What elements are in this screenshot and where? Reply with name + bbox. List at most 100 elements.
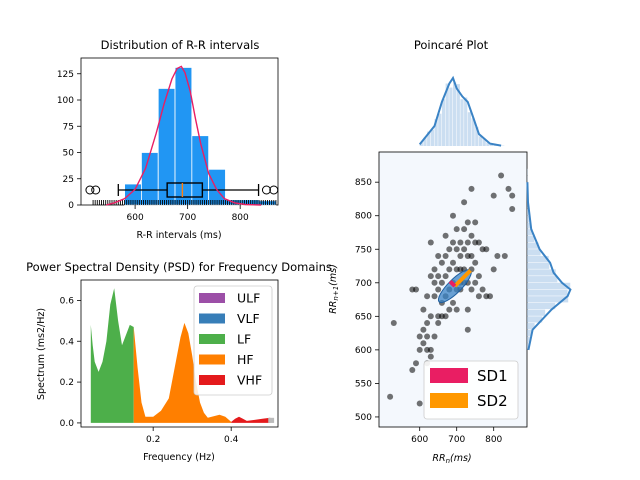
x-marginal-bar <box>456 84 460 146</box>
y-tick-label: 0.4 <box>60 337 75 347</box>
psd-legend: ULF VLF LF HF VHF <box>193 285 273 396</box>
poincare-point <box>490 266 497 273</box>
poincare-point <box>501 253 508 259</box>
sd2-axis <box>453 269 472 288</box>
x-marginal-bar <box>449 87 453 146</box>
x-marginal-bar <box>430 129 434 146</box>
x-marginal-kde <box>418 75 502 147</box>
psd-areas <box>90 288 275 423</box>
x-marginal-bar <box>490 144 494 146</box>
y-tick-label: 50 <box>63 149 75 159</box>
poincare-x-marginal <box>418 75 505 147</box>
y-marginal-bar <box>527 235 535 243</box>
poincare-point <box>416 400 423 407</box>
psd-area-hf <box>133 322 232 423</box>
legend-label-hf: HF <box>237 352 254 367</box>
x-marginal-bar <box>453 82 457 146</box>
x-marginal-bar <box>427 131 431 146</box>
x-tick-label: 700 <box>179 213 196 223</box>
poincare-point <box>464 326 471 333</box>
sd1-axis <box>448 280 457 288</box>
poincare-point <box>424 333 431 340</box>
y-marginal-bar <box>527 329 533 336</box>
legend-swatch-vlf <box>199 313 225 324</box>
y-marginal-bar <box>527 282 571 289</box>
poincare-point <box>431 279 438 286</box>
hist-bar <box>191 135 210 206</box>
poincare-point <box>464 306 471 313</box>
poincare-point <box>468 185 475 192</box>
y-marginal-bar <box>527 229 533 236</box>
poincare-point <box>427 353 434 360</box>
poincare-point <box>435 286 442 293</box>
poincare-point <box>487 293 493 300</box>
legend-label-ulf: ULF <box>237 291 260 306</box>
x-marginal-bar <box>464 97 468 146</box>
y-tick-label: 0.6 <box>60 296 75 306</box>
box-outlier <box>85 185 95 195</box>
poincare-point <box>461 199 468 206</box>
poincare-point <box>435 273 442 280</box>
poincare-point <box>427 346 434 353</box>
hist-y-ticks: 0 25 50 75 100 125 <box>57 70 81 211</box>
psd-panel: Power Spectral Density (PSD) for Frequen… <box>26 260 332 463</box>
x-marginal-bar <box>486 142 490 146</box>
poincare-y-label: RRn+1(ms) <box>328 264 340 314</box>
y-tick-label: 75 <box>63 122 74 132</box>
y-tick-label: 100 <box>57 96 74 106</box>
x-marginal-bar <box>441 99 446 146</box>
legend-swatch-hf <box>199 354 225 365</box>
poincare-point <box>409 367 416 373</box>
y-marginal-bar <box>527 302 556 310</box>
psd-area-vhf <box>231 416 271 423</box>
y-tick-label: 0 <box>68 201 74 211</box>
poincare-point <box>498 172 505 179</box>
poincare-point <box>483 246 490 253</box>
poincare-ellipse <box>437 269 472 304</box>
y-marginal-bar <box>527 269 556 276</box>
poincare-point <box>457 239 464 246</box>
legend-swatch-vhf <box>199 375 225 385</box>
y-marginal-bar <box>527 316 543 323</box>
poincare-point <box>464 239 471 246</box>
x-tick-label: 600 <box>411 435 428 445</box>
poincare-point <box>453 246 460 253</box>
poincare-point <box>494 253 501 259</box>
poincare-point <box>438 279 445 286</box>
poincare-point <box>472 259 479 266</box>
x-tick-label: 600 <box>127 213 144 223</box>
y-marginal-bar <box>527 215 530 222</box>
poincare-point <box>475 273 482 280</box>
x-tick-label: 0.4 <box>224 435 239 445</box>
x-marginal-bar <box>475 126 479 146</box>
y-tick-label: 25 <box>63 175 74 185</box>
poincare-point <box>446 266 453 273</box>
poincare-point <box>468 253 475 259</box>
y-tick-label: 550 <box>355 379 372 389</box>
x-marginal-bar <box>438 113 442 146</box>
y-marginal-bar <box>527 222 531 229</box>
poincare-point <box>390 320 397 326</box>
x-marginal-bar <box>460 99 464 146</box>
y-marginal-bar <box>527 289 568 296</box>
hist-x-ticks: 600 700 800 <box>127 205 249 223</box>
poincare-point <box>505 185 512 192</box>
y-tick-label: 700 <box>355 279 372 289</box>
poincare-point <box>420 340 427 347</box>
poincare-point <box>427 273 434 280</box>
psd-area-lf <box>90 288 134 423</box>
poincare-point <box>420 326 427 333</box>
poincare-point <box>424 320 431 326</box>
y-tick-label: 650 <box>355 312 372 322</box>
psd-y-ticks: 0.0 0.2 0.4 0.6 <box>60 296 81 429</box>
y-marginal-bar <box>527 262 550 269</box>
poincare-point <box>475 293 482 300</box>
poincare-point <box>431 293 438 300</box>
poincare-point <box>461 226 468 233</box>
poincare-point <box>442 253 449 259</box>
psd-tail <box>268 417 275 423</box>
x-tick-label: 0.2 <box>146 435 160 445</box>
poincare-point <box>468 286 475 293</box>
legend-swatch-lf <box>199 334 225 344</box>
